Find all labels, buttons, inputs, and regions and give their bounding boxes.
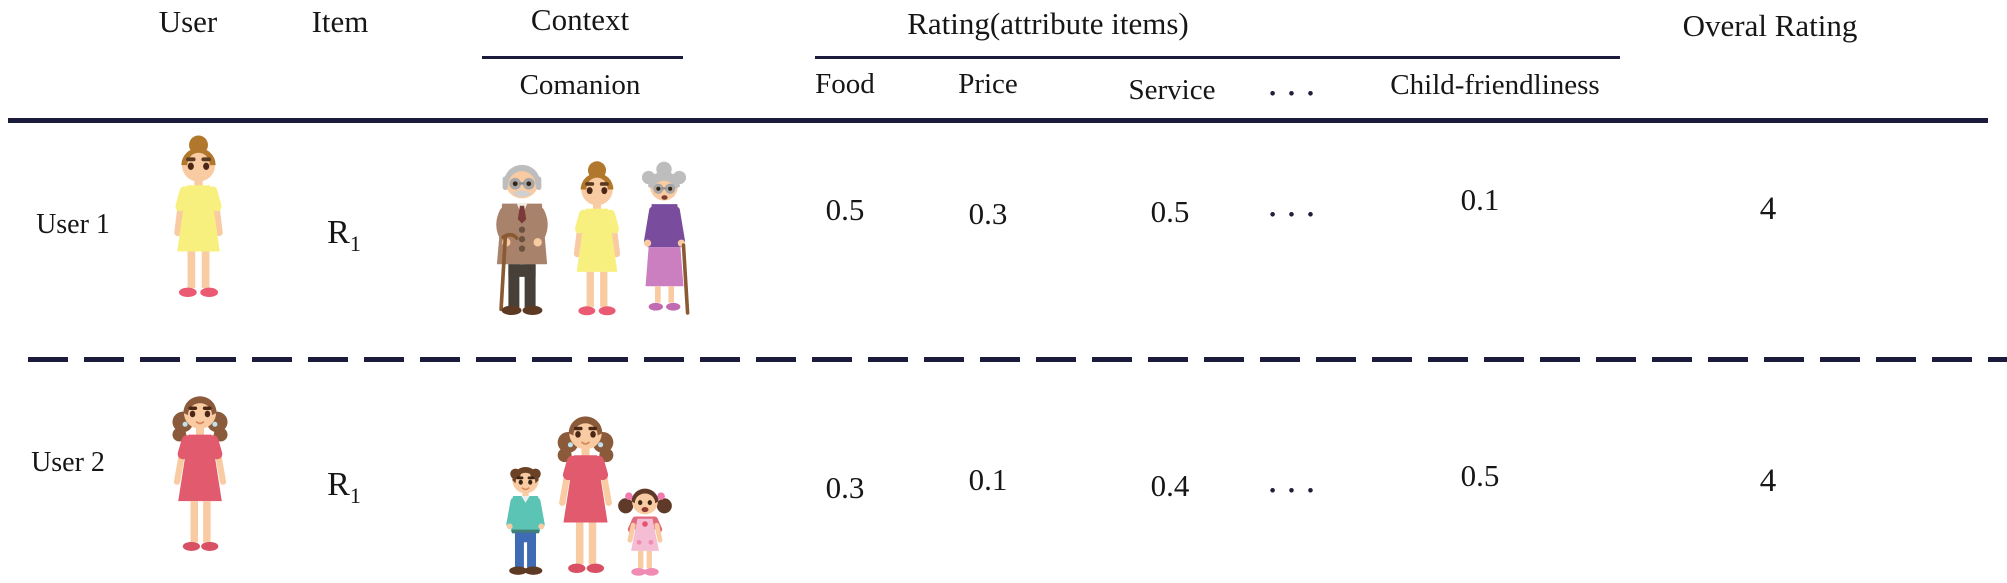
rating-child-friendliness-value: 0.1 — [1460, 182, 1500, 217]
column-header-overall-rating: Overal Rating — [1682, 8, 1858, 43]
column-header-rating-group: Rating(attribute items) — [907, 6, 1189, 41]
subheader-service: Service — [1128, 74, 1216, 106]
item-id: R1 — [327, 466, 361, 508]
woman-yellow-dress-icon — [163, 133, 234, 299]
header-separator-line — [8, 118, 1988, 123]
subheader-companion: Comanion — [519, 69, 641, 101]
subheader-ellipsis: ••• — [1269, 84, 1327, 103]
user-label: User 2 — [31, 447, 105, 478]
overall-rating-value: 4 — [1759, 191, 1777, 227]
rating-service-value: 0.4 — [1150, 468, 1190, 503]
overall-rating-value: 4 — [1759, 463, 1777, 499]
column-header-item: Item — [311, 4, 369, 39]
row-divider-dashed-line — [28, 357, 2007, 362]
boy-icon — [498, 457, 553, 577]
woman-yellow-dress-icon — [563, 159, 631, 317]
rating-price-value: 0.1 — [968, 462, 1008, 497]
rating-food-value: 0.3 — [825, 470, 865, 505]
context-group-underline — [482, 56, 683, 59]
grandpa-icon — [477, 153, 567, 317]
subheader-food: Food — [815, 68, 875, 100]
rating-service-value: 0.5 — [1150, 194, 1190, 229]
column-header-context: Context — [530, 2, 630, 37]
girl-icon — [616, 469, 674, 577]
subheader-price: Price — [958, 68, 1018, 100]
item-id: R1 — [327, 214, 361, 256]
mother-red-dress-icon — [547, 403, 624, 577]
column-header-user: User — [158, 4, 218, 39]
grandma-icon — [627, 157, 701, 317]
woman-red-dress-icon — [162, 383, 238, 555]
rating-ellipsis: ••• — [1269, 481, 1327, 500]
companions-family-group-icon — [498, 402, 674, 577]
user-label: User 1 — [36, 209, 110, 240]
rating-food-value: 0.5 — [825, 192, 865, 227]
companions-elderly-group-icon — [477, 152, 701, 317]
rating-child-friendliness-value: 0.5 — [1460, 458, 1500, 493]
rating-price-value: 0.3 — [968, 196, 1008, 231]
subheader-child-friendliness: Child-friendliness — [1390, 69, 1600, 101]
rating-group-underline — [815, 56, 1620, 59]
rating-ellipsis: ••• — [1269, 205, 1327, 224]
